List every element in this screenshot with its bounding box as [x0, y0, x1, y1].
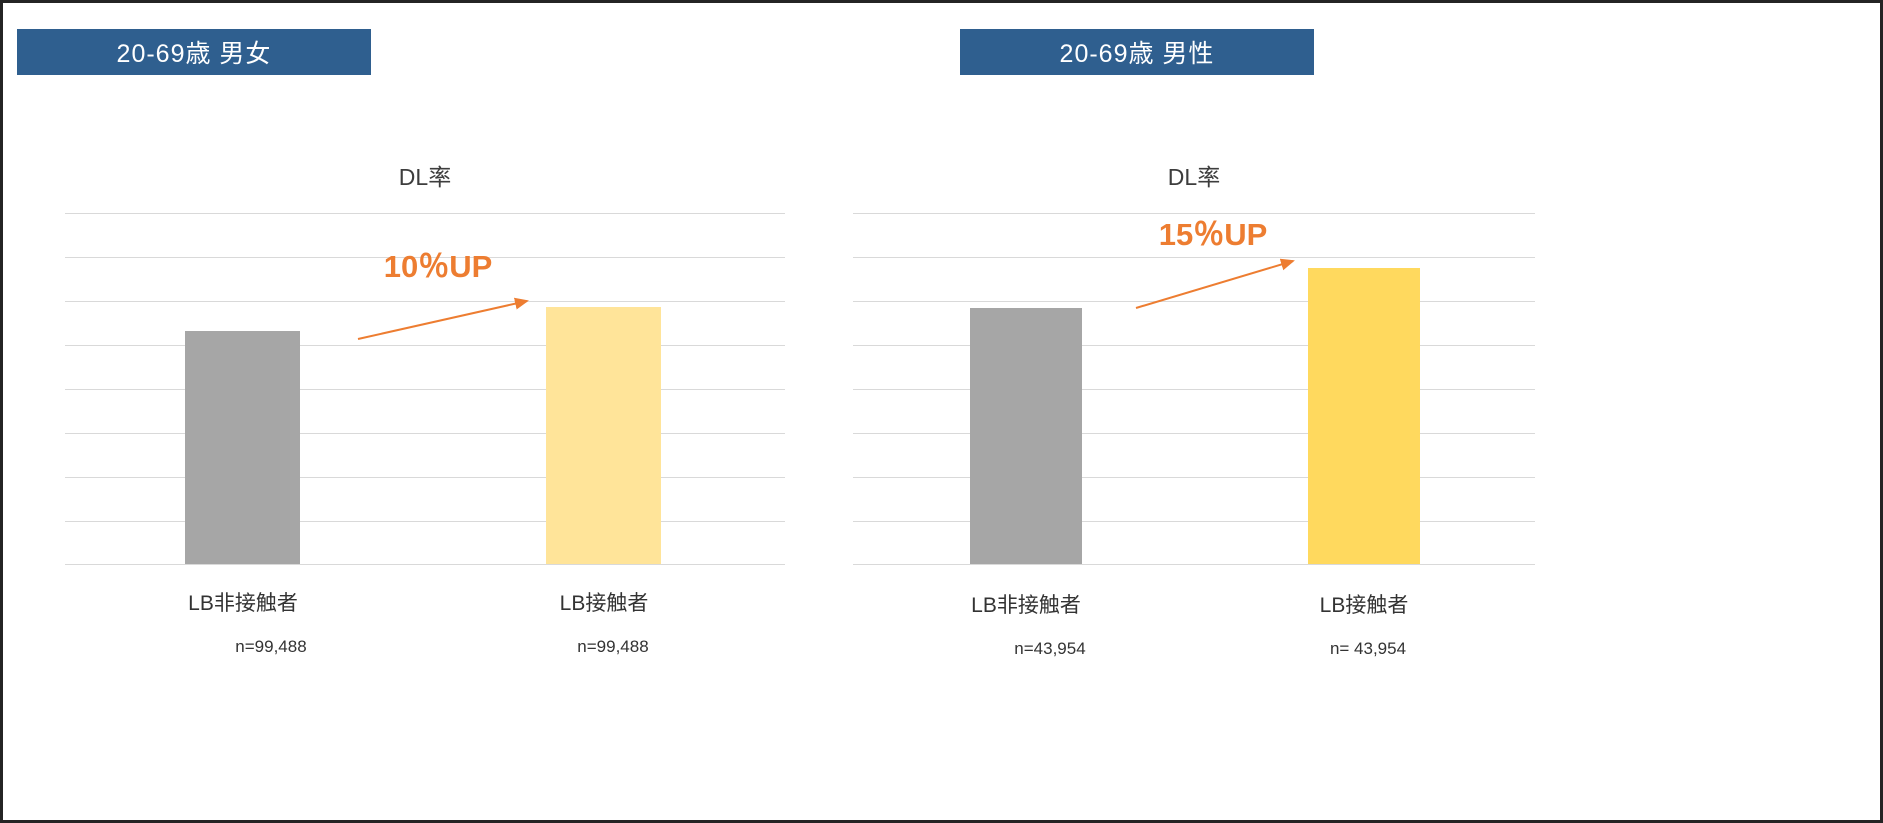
category-label-non-contact-total: LB非接触者 — [188, 592, 298, 615]
increase-arrow-icon — [357, 297, 529, 340]
increase-label-total: 10％UP — [383, 249, 493, 284]
sample-size-contact-total: n=99,488 — [577, 637, 649, 656]
sample-size-non-contact-total: n=99,488 — [235, 637, 307, 656]
segment-header-male: 20-69歳 男性 — [960, 29, 1314, 75]
category-label-non-contact-male: LB非接触者 — [971, 594, 1081, 617]
bar-lb-non-contact-male — [970, 307, 1082, 564]
bar-lb-contact-male — [1308, 267, 1420, 564]
chart-title-male: DL率 — [1167, 164, 1221, 190]
sample-size-non-contact-male: n=43,954 — [1014, 639, 1086, 658]
bar-lb-contact-total — [546, 307, 661, 564]
plot-area-total — [65, 213, 785, 565]
category-label-contact-total: LB接触者 — [559, 592, 649, 615]
increase-label-male: 15％UP — [1158, 217, 1268, 252]
category-label-contact-male: LB接触者 — [1319, 594, 1409, 617]
increase-arrow-icon — [1135, 258, 1295, 309]
plot-area-male — [853, 213, 1535, 565]
bar-lb-non-contact-total — [185, 330, 300, 564]
chart-title-total: DL率 — [398, 164, 452, 190]
sample-size-contact-male: n= 43,954 — [1329, 639, 1407, 658]
segment-header-total: 20-69歳 男女 — [17, 29, 371, 75]
